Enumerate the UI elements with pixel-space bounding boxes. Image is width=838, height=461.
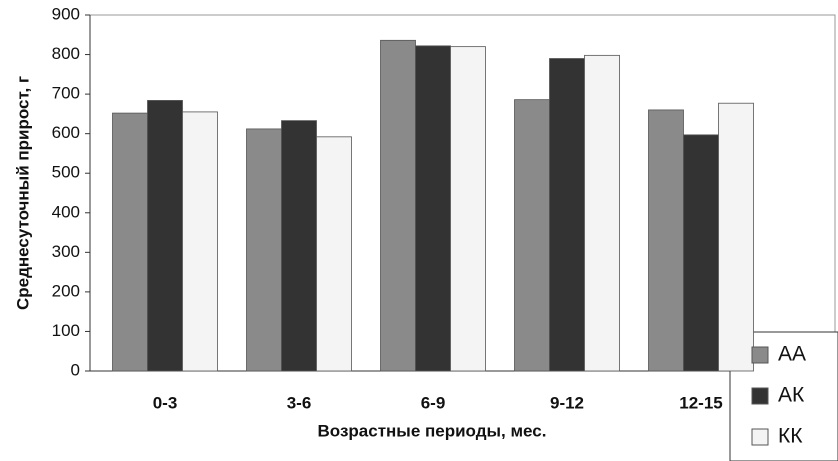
x-tick-label: 6-9	[421, 393, 446, 412]
x-tick-label: 3-6	[287, 393, 312, 412]
y-tick-label: 700	[52, 84, 80, 103]
bar	[549, 58, 585, 372]
y-tick-label: 100	[52, 321, 80, 340]
bar	[450, 46, 486, 372]
y-tick-label: 500	[52, 163, 80, 182]
bar	[281, 120, 317, 372]
legend-swatch	[751, 346, 769, 364]
y-tick-label: 800	[52, 44, 80, 63]
legend-label: КК	[778, 425, 803, 448]
x-tick-label: 9-12	[550, 393, 584, 412]
bar	[380, 39, 416, 372]
legend-label: АК	[778, 384, 805, 407]
bar	[415, 45, 451, 372]
legend-swatch	[751, 428, 769, 446]
x-tick-label: 12-15	[679, 393, 722, 412]
bar	[718, 102, 754, 372]
x-axis-title: Возрастные периоды, мес.	[318, 421, 547, 440]
bar	[514, 99, 550, 372]
bar	[584, 54, 620, 372]
y-tick-label: 200	[52, 281, 80, 300]
bar	[182, 111, 218, 372]
legend-label: АА	[778, 343, 806, 366]
y-tick-label: 900	[52, 4, 80, 23]
bar	[147, 100, 183, 372]
bar	[316, 136, 352, 372]
bar	[648, 109, 684, 372]
y-tick-label: 400	[52, 202, 80, 221]
bar	[683, 134, 719, 372]
y-axis-title: Среднесуточный прирост, г	[13, 76, 32, 310]
y-tick-label: 300	[52, 242, 80, 261]
bar	[112, 112, 148, 372]
x-tick-label: 0-3	[153, 393, 178, 412]
legend-swatch	[751, 387, 769, 405]
y-tick-label: 600	[52, 123, 80, 142]
bar	[246, 128, 282, 372]
y-tick-label: 0	[71, 360, 80, 379]
